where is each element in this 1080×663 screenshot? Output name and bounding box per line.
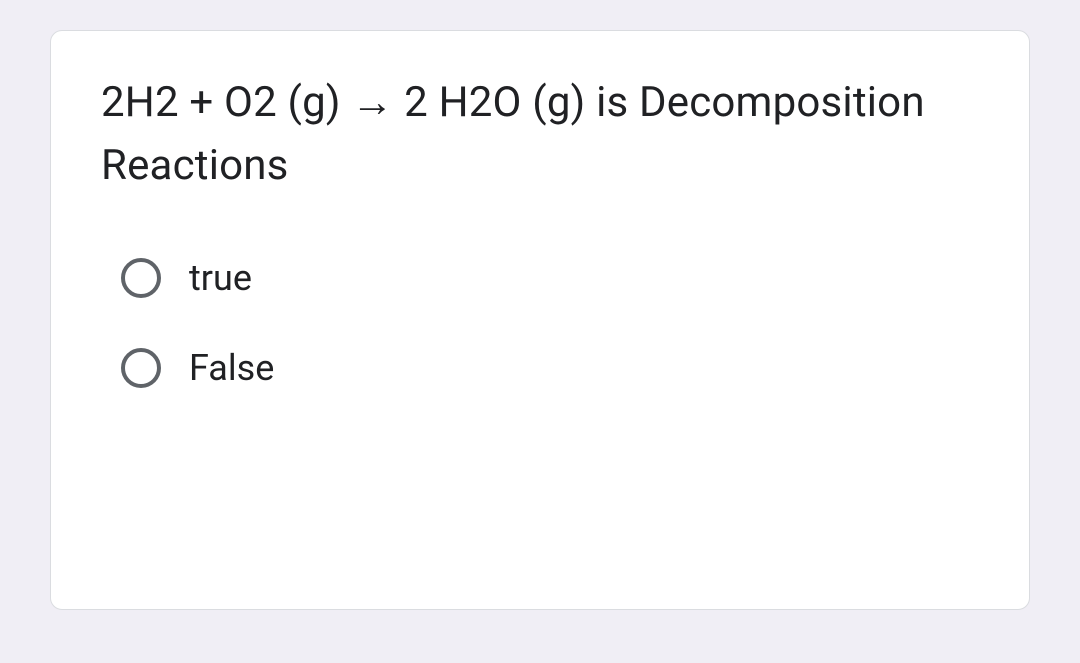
radio-icon[interactable] <box>121 258 161 298</box>
question-text: 2H2 + O2 (g) → 2 H2O (g) is Decompositio… <box>101 71 979 197</box>
option-false[interactable]: False <box>121 347 979 389</box>
radio-icon[interactable] <box>121 348 161 388</box>
options-group: true False <box>101 257 979 389</box>
option-true[interactable]: true <box>121 257 979 299</box>
question-card: 2H2 + O2 (g) → 2 H2O (g) is Decompositio… <box>50 30 1030 610</box>
option-label: False <box>189 347 274 389</box>
option-label: true <box>189 257 252 299</box>
